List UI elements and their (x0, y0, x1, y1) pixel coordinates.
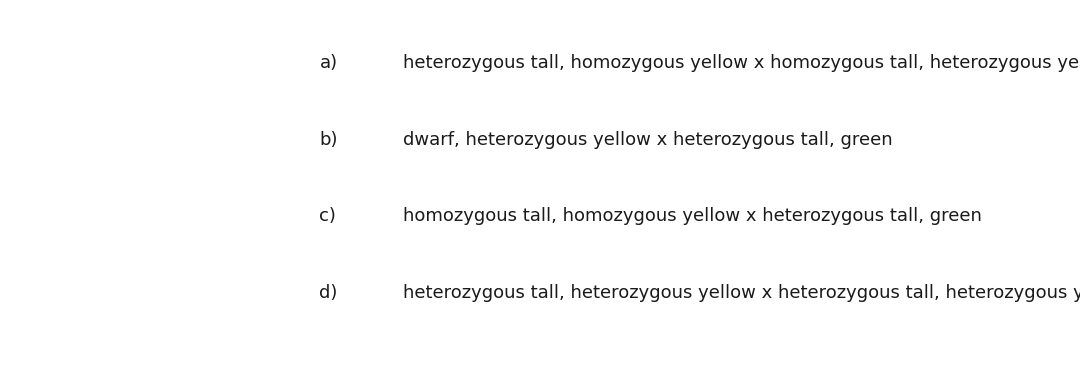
Text: dwarf, heterozygous yellow x heterozygous tall, green: dwarf, heterozygous yellow x heterozygou… (403, 131, 892, 149)
Text: a): a) (320, 55, 338, 73)
Text: heterozygous tall, heterozygous yellow x heterozygous tall, heterozygous yellow: heterozygous tall, heterozygous yellow x… (403, 284, 1080, 302)
Text: d): d) (320, 284, 338, 302)
Text: homozygous tall, homozygous yellow x heterozygous tall, green: homozygous tall, homozygous yellow x het… (403, 207, 982, 225)
Text: heterozygous tall, homozygous yellow x homozygous tall, heterozygous yellow: heterozygous tall, homozygous yellow x h… (403, 55, 1080, 73)
Text: c): c) (320, 207, 336, 225)
Text: b): b) (320, 131, 338, 149)
